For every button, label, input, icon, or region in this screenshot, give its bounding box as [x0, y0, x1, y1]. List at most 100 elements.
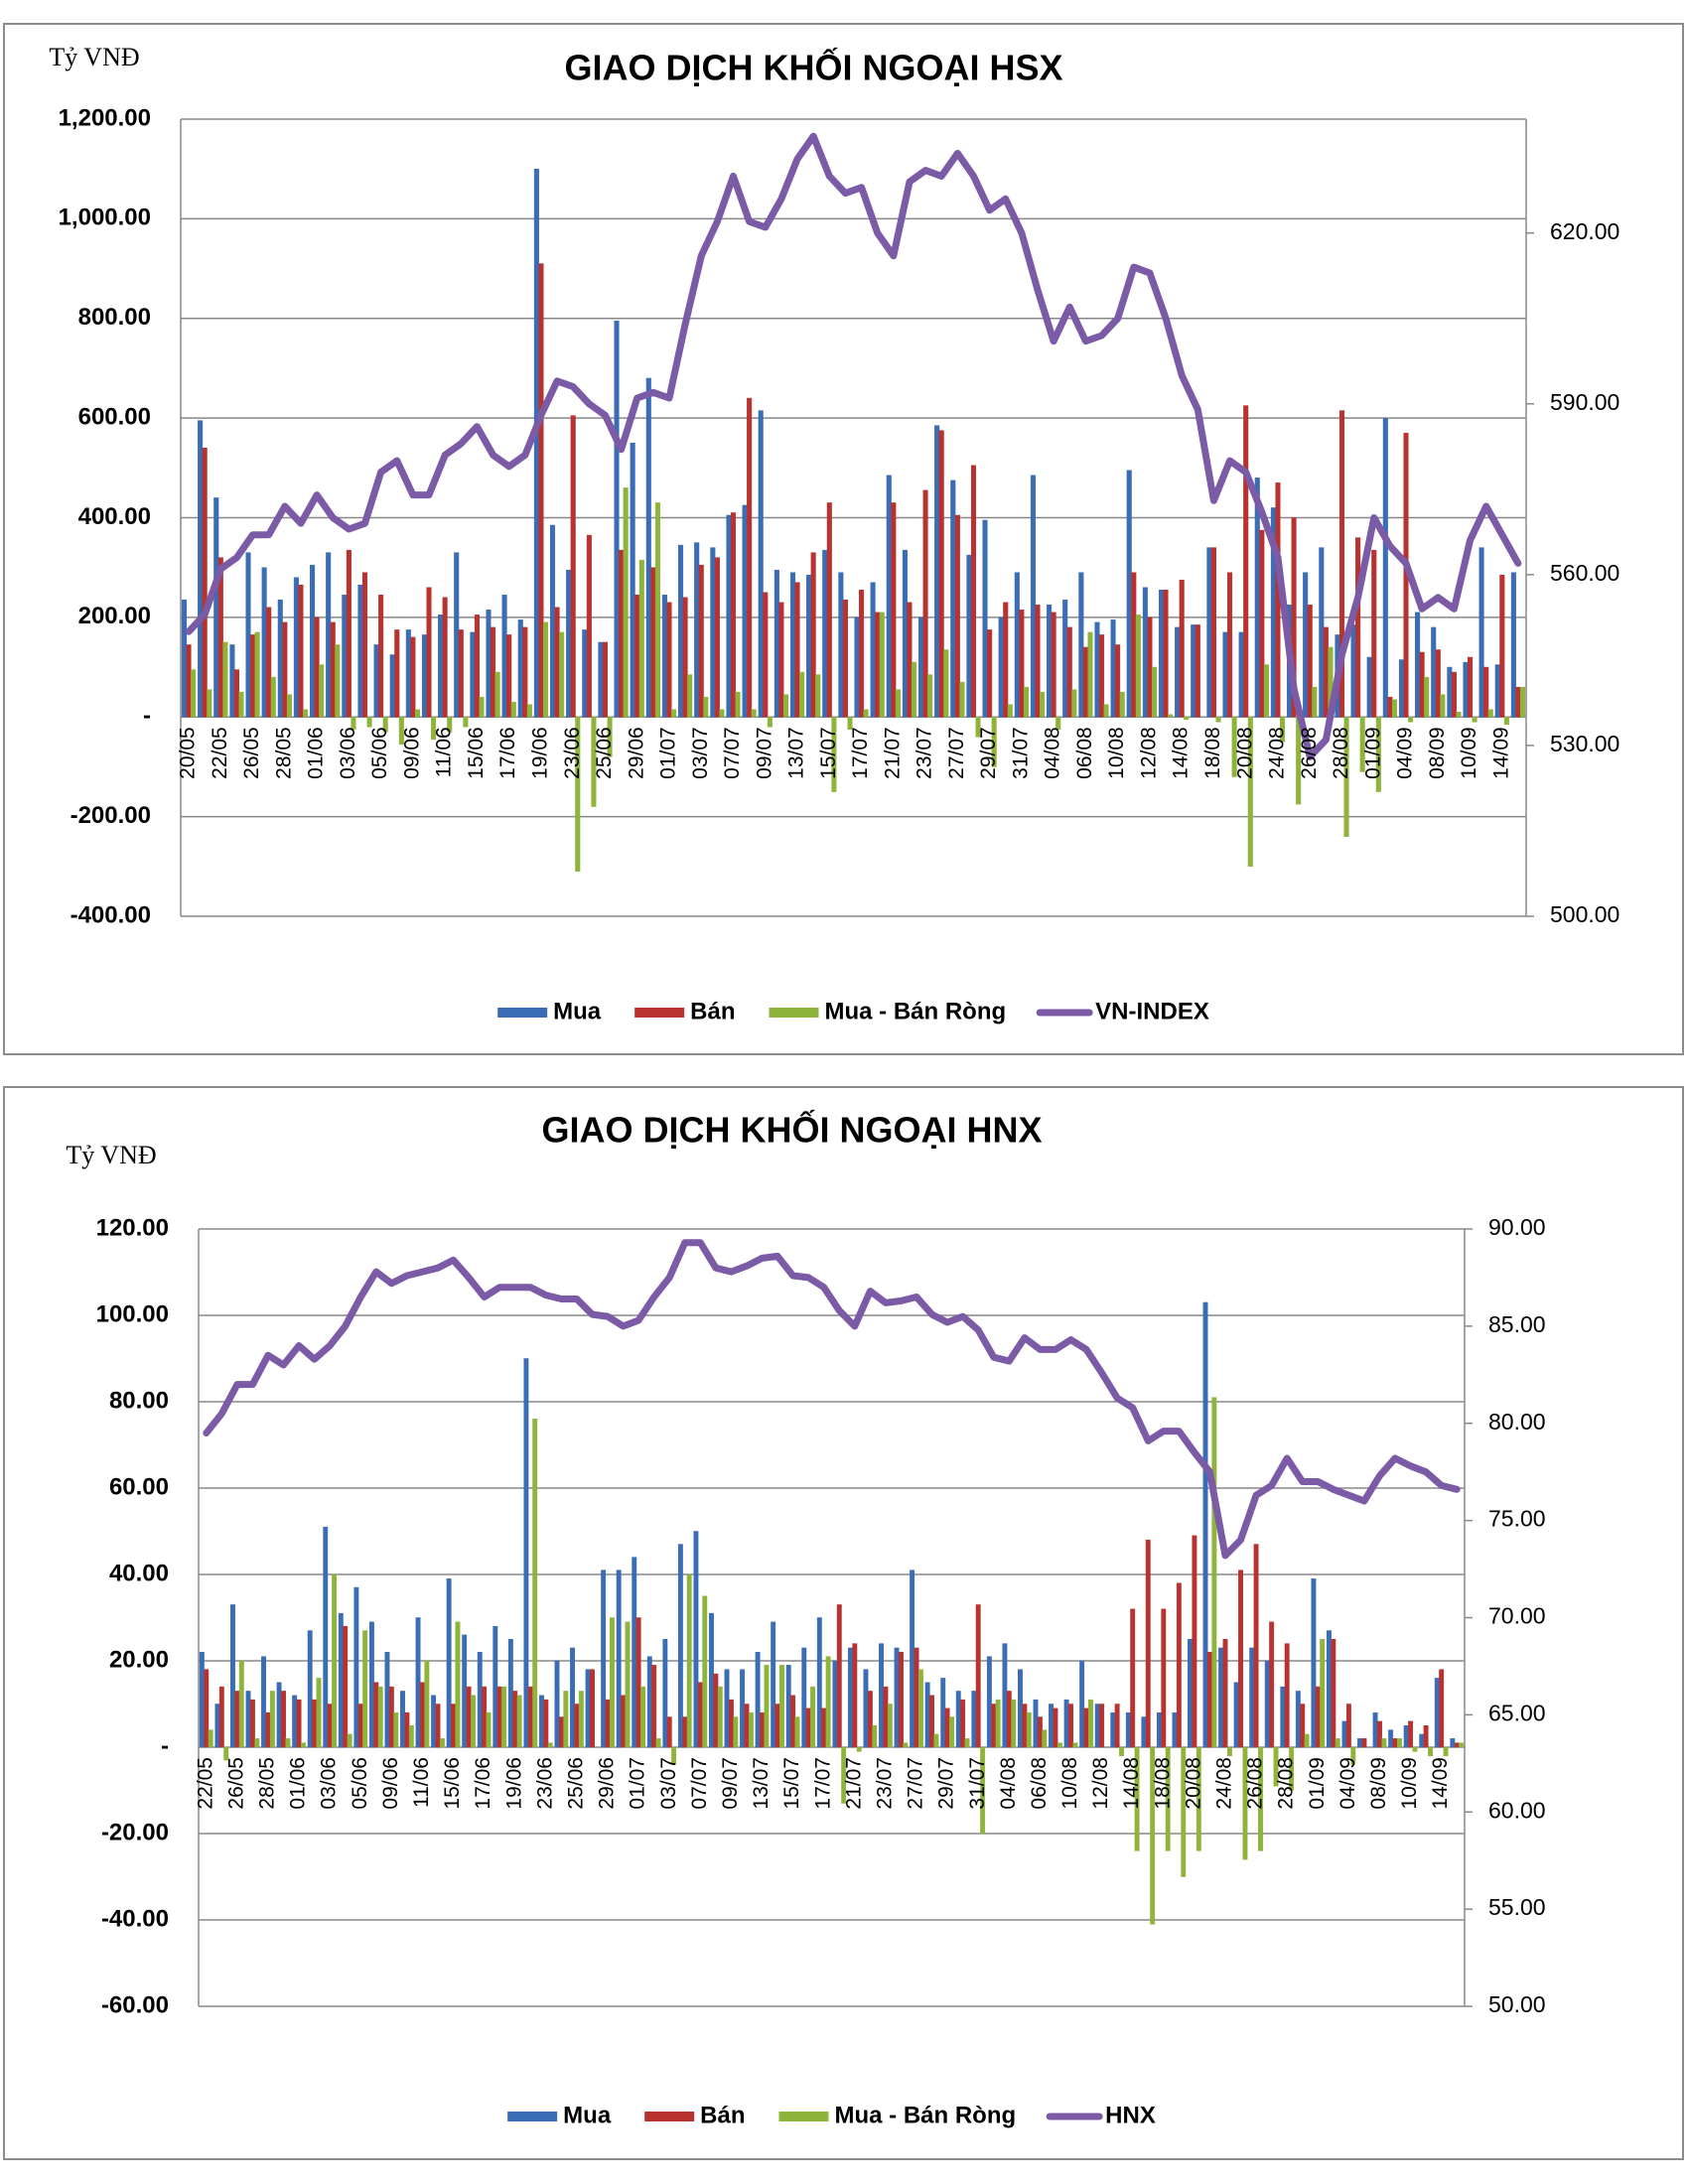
bar [975, 717, 981, 738]
x-tick-label: 17/06 [496, 727, 519, 779]
bar [1264, 1660, 1270, 1748]
bar [662, 1639, 668, 1748]
x-tick-label: 18/08 [1201, 727, 1224, 779]
bar [1215, 717, 1221, 723]
legend-label: VN-INDEX [1095, 998, 1209, 1024]
bar [1191, 624, 1196, 718]
bar [421, 634, 427, 718]
bar [1114, 1704, 1120, 1748]
bar [863, 1669, 869, 1748]
bar [559, 631, 565, 718]
bar [447, 717, 453, 733]
bar [1051, 612, 1056, 718]
bar [1151, 666, 1158, 718]
bar [245, 1691, 251, 1748]
bar [470, 631, 476, 718]
bar [408, 1725, 414, 1748]
bar [1419, 1733, 1425, 1748]
y-tick-label: 800.00 [78, 304, 151, 331]
legend-item: Mua [497, 998, 602, 1024]
x-tick-label: 15/07 [780, 1757, 803, 1810]
y-tick-label: 1,000.00 [59, 205, 151, 231]
bar [1249, 1647, 1255, 1748]
bar [1519, 686, 1526, 718]
y-tick-label: 40.00 [109, 1560, 169, 1586]
x-tick-label: 14/08 [1170, 727, 1193, 779]
bar [927, 674, 933, 718]
x-tick-label: 23/06 [561, 727, 584, 779]
bar [1227, 572, 1233, 718]
bar [368, 1621, 374, 1748]
bar [735, 691, 741, 718]
bar [895, 689, 901, 718]
bar [917, 616, 924, 718]
bar [651, 1665, 657, 1748]
bar [1145, 1539, 1151, 1748]
x-tick-label: 13/07 [750, 1757, 773, 1810]
bar [1319, 547, 1325, 718]
bar [1284, 1643, 1290, 1748]
bar [1341, 1720, 1347, 1748]
bar [1510, 572, 1516, 718]
bar [293, 577, 299, 718]
bar [327, 1704, 333, 1748]
chart-frame [3, 1086, 1684, 2160]
bar [1375, 717, 1381, 792]
y-tick-label: 200.00 [78, 603, 151, 629]
bar [1176, 1582, 1182, 1748]
bar [1434, 1678, 1440, 1748]
bar [1443, 1746, 1449, 1756]
bar [357, 1704, 363, 1748]
bar [831, 717, 837, 792]
bar [1515, 686, 1521, 718]
bar [998, 616, 1004, 718]
bar [980, 1746, 986, 1835]
bar [1494, 664, 1500, 718]
bar [1243, 405, 1249, 718]
bar [879, 612, 885, 718]
x-tick-label: 23/07 [873, 1757, 896, 1810]
bar [779, 1665, 784, 1748]
x-tick-label: 04/09 [1394, 727, 1417, 779]
bar [326, 552, 332, 718]
x-tick-label: 10/08 [1105, 727, 1128, 779]
y-tick-label: - [161, 1732, 169, 1759]
bar [1247, 717, 1253, 868]
bar [1035, 605, 1041, 718]
bar [1022, 1704, 1028, 1748]
bar [875, 612, 881, 718]
bar [316, 1678, 322, 1748]
bar [1303, 572, 1309, 718]
y-tick-label: - [143, 703, 151, 730]
bar [703, 696, 709, 718]
bar [1222, 1639, 1228, 1748]
bar [590, 1669, 595, 1748]
bar [1450, 1738, 1456, 1748]
x-tick-label: 08/09 [1426, 727, 1449, 779]
legend-item: Bán [634, 998, 736, 1024]
legend-key [769, 1008, 819, 1018]
bar [1042, 1729, 1048, 1748]
bar [1088, 1699, 1093, 1748]
bar [856, 1746, 862, 1752]
bar [1078, 572, 1084, 718]
bar [709, 1612, 714, 1748]
bar [486, 610, 492, 718]
bar [1428, 1746, 1433, 1756]
bar [281, 1691, 286, 1748]
bar [1007, 704, 1013, 718]
bar [730, 512, 737, 718]
bar [825, 1656, 831, 1748]
bar [307, 1630, 313, 1748]
bar [847, 1647, 853, 1748]
x-tick-label: 06/08 [1073, 727, 1096, 779]
bar [1158, 590, 1165, 718]
bar [1468, 656, 1474, 718]
bar [1238, 1570, 1243, 1748]
bar [1472, 717, 1477, 723]
x-tick-label: 29/07 [977, 727, 1000, 779]
bar [410, 636, 416, 718]
bar [764, 1665, 770, 1748]
